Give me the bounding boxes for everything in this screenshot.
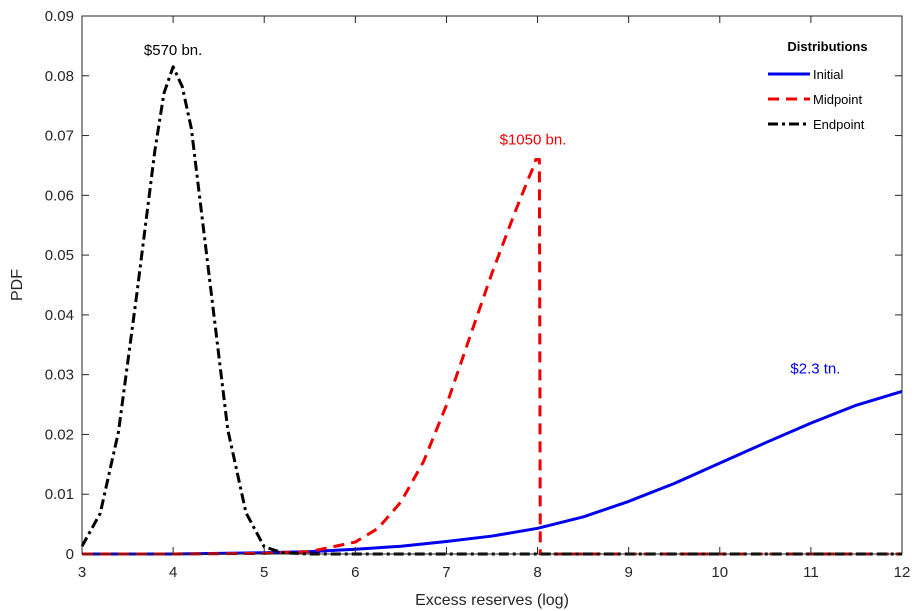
annotation-label: $2.3 tn. <box>790 360 840 377</box>
plot-frame <box>81 15 903 555</box>
y-tick-label: 0.06 <box>45 187 74 204</box>
x-axis-label: Excess reserves (log) <box>415 592 569 609</box>
ticks-layer: 3 4 5 6 7 8 9 10 11 12 0 0.01 0.02 0.03 0.04 0.05 0.06 0.… <box>45 8 911 581</box>
series-line-endpoint <box>80 65 902 556</box>
y-tick-label: 0.04 <box>45 307 74 324</box>
x-tick-label: 12 <box>894 564 911 581</box>
legend-title: Distributions <box>787 39 867 54</box>
y-tick-label: 0.02 <box>45 426 74 443</box>
x-tick-label: 5 <box>260 564 268 581</box>
y-tick-label: 0.07 <box>45 128 74 145</box>
annotation-label: $570 bn. <box>144 42 202 59</box>
series-line-initial <box>82 389 903 556</box>
y-tick-label: 0.08 <box>45 68 74 85</box>
legend-label-midpoint: Midpoint <box>813 92 863 107</box>
legend-label-initial: Initial <box>813 67 843 82</box>
y-tick-label: 0.03 <box>45 367 74 384</box>
x-tick-label: 10 <box>711 564 728 581</box>
y-tick-label: 0.05 <box>45 247 74 264</box>
y-tick-label: 0.01 <box>45 486 74 503</box>
x-tick-label: 8 <box>533 564 541 581</box>
series-line-midpoint <box>82 157 902 556</box>
x-tick-label: 3 <box>78 564 86 581</box>
x-tick-label: 4 <box>169 564 177 581</box>
legend: Distributions Initial Midpoint Endpoint <box>762 30 893 138</box>
y-tick-label: 0 <box>66 546 74 563</box>
legend-label-endpoint: Endpoint <box>813 117 865 132</box>
legend-box <box>762 30 893 138</box>
series-layer <box>80 65 903 556</box>
legend-items: Initial Midpoint Endpoint <box>768 67 865 132</box>
x-tick-label: 11 <box>803 564 819 581</box>
y-axis-label: PDF <box>9 269 26 301</box>
y-tick-label: 0.09 <box>45 8 74 25</box>
annotation-label: $1050 bn. <box>500 132 567 149</box>
x-tick-label: 6 <box>351 564 359 581</box>
annotations-layer: $570 bn. $1050 bn. $2.3 tn. <box>144 42 841 378</box>
x-tick-label: 7 <box>442 564 450 581</box>
x-tick-label: 9 <box>624 564 632 581</box>
